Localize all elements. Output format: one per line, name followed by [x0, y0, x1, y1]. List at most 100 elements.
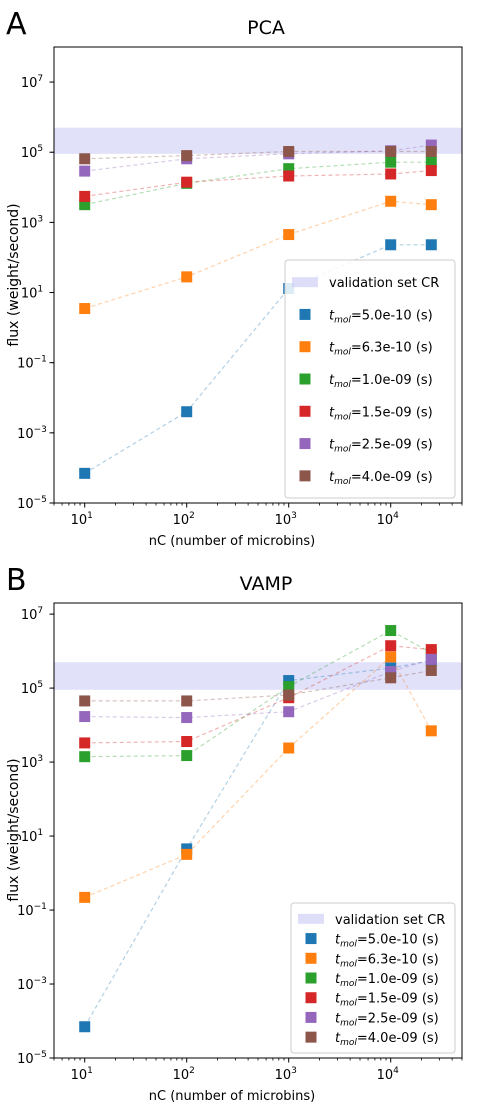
y-tick-label: 105 [21, 680, 43, 697]
data-point-s3-p1 [181, 736, 193, 748]
y-tick-label: 103 [21, 754, 43, 771]
legend-marker-4 [299, 438, 311, 450]
data-point-s5-p4 [425, 664, 437, 676]
x-tick-label-base: 10 [71, 513, 88, 528]
data-point-s0-p4 [425, 239, 437, 251]
y-tick-label-base: 10 [21, 830, 38, 845]
x-tick-label-base: 10 [377, 513, 394, 528]
legend-label-suffix: =5.0e-10 (s) [357, 933, 439, 948]
x-tick-label: 102 [173, 511, 195, 528]
legend-marker-3 [299, 405, 311, 417]
data-point-s1-p1 [181, 848, 193, 860]
legend-label-0: tmol=5.0e-10 (s) [335, 933, 439, 950]
y-tick-label-base: 10 [17, 904, 34, 919]
data-point-s3-p2 [283, 170, 295, 182]
x-tick-label-exp: 2 [189, 1066, 195, 1076]
series-line-2 [84, 161, 432, 206]
legend-label-symbol: t [329, 341, 335, 356]
data-point-s5-p1 [181, 695, 193, 707]
y-tick-label-base: 10 [17, 978, 34, 993]
data-point-s0-p2 [283, 675, 295, 687]
y-tick-label-exp: 3 [37, 754, 43, 764]
legend-label-subscript: mol [334, 348, 351, 358]
legend-label-suffix: =6.3e-10 (s) [357, 952, 439, 967]
data-point-s2-p1 [181, 750, 193, 762]
data-point-s0-p0 [79, 467, 91, 479]
x-tick-label-exp: 1 [87, 1066, 93, 1076]
data-point-s3-p3 [385, 168, 397, 180]
chart-title: VAMP [240, 573, 293, 595]
legend-label-symbol: t [329, 308, 335, 323]
legend-label-symbol: t [335, 1011, 341, 1026]
legend-label-4: tmol=2.5e-09 (s) [329, 438, 433, 455]
legend-label-suffix: =4.0e-09 (s) [357, 1031, 439, 1046]
x-tick-label-exp: 2 [189, 511, 195, 521]
legend-label-symbol: t [335, 972, 341, 987]
legend-label-subscript: mol [334, 412, 351, 422]
legend-label-2: tmol=1.0e-09 (s) [329, 373, 433, 390]
y-tick-label-base: 10 [21, 76, 38, 91]
legend-marker-5 [305, 1031, 317, 1043]
data-point-s0-p1 [181, 406, 193, 418]
x-tick-label: 103 [275, 1066, 297, 1083]
legend-label-subscript: mol [340, 1038, 357, 1048]
y-tick-label: 10−3 [17, 425, 47, 442]
y-tick-label: 10−1 [17, 355, 47, 372]
x-tick-label-exp: 3 [291, 1066, 297, 1076]
legend-label-suffix: =2.5e-09 (s) [351, 438, 433, 453]
y-tick-label-base: 10 [21, 682, 38, 697]
legend-marker-0 [305, 933, 317, 945]
data-point-s1-p1 [181, 271, 193, 283]
x-tick-label: 103 [275, 511, 297, 528]
x-tick-label-exp: 3 [291, 511, 297, 521]
legend-label-symbol: t [335, 933, 341, 948]
legend-box [290, 902, 456, 1054]
data-point-s2-p2 [283, 163, 295, 175]
y-tick-label: 10−3 [17, 976, 47, 993]
legend-label-subscript: mol [340, 979, 357, 989]
legend-label-suffix: =4.0e-09 (s) [351, 470, 433, 485]
y-tick-label-exp: 5 [37, 680, 43, 690]
panel-letter: B [6, 563, 27, 598]
legend-label-subscript: mol [334, 315, 351, 325]
y-tick-label: 101 [21, 828, 43, 845]
legend-label-suffix: =1.0e-09 (s) [357, 972, 439, 987]
y-tick-label: 107 [21, 606, 43, 623]
y-tick-label-base: 10 [17, 497, 34, 512]
legend-label-suffix: =1.0e-09 (s) [351, 373, 433, 388]
legend-label-2: tmol=1.0e-09 (s) [335, 972, 439, 989]
y-tick-label: 10−5 [17, 1050, 47, 1067]
data-point-s4-p3 [385, 666, 397, 678]
data-point-s4-p4 [425, 139, 437, 151]
legend-label-symbol: t [335, 992, 341, 1007]
data-point-s5-p3 [385, 145, 397, 157]
data-point-s1-p0 [79, 303, 91, 315]
y-tick-label: 103 [21, 214, 43, 231]
x-tick-label-base: 10 [173, 513, 190, 528]
legend-band-label: validation set CR [335, 913, 445, 928]
legend-label-symbol: t [329, 470, 335, 485]
data-point-s5-p2 [283, 145, 295, 157]
x-axis-label: nC (number of microbins) [149, 1089, 315, 1104]
y-tick-label-exp: −3 [34, 425, 47, 435]
legend-label-symbol: t [329, 373, 335, 388]
legend-label-subscript: mol [340, 999, 357, 1009]
y-tick-label: 101 [21, 285, 43, 302]
data-point-s4-p4 [425, 653, 437, 665]
data-point-s1-p2 [283, 229, 295, 241]
legend-label-suffix: =1.5e-09 (s) [357, 992, 439, 1007]
legend-label-0: tmol=5.0e-10 (s) [329, 308, 433, 325]
y-tick-label-exp: 7 [37, 606, 43, 616]
y-tick-label-base: 10 [17, 1052, 34, 1067]
legend-marker-1 [299, 341, 311, 353]
y-tick-label: 10−5 [17, 495, 47, 512]
data-point-s5-p3 [385, 672, 397, 684]
x-tick-label-base: 10 [377, 1068, 394, 1083]
legend-label-subscript: mol [334, 477, 351, 487]
legend-band-label: validation set CR [329, 276, 439, 291]
x-tick-label-base: 10 [173, 1068, 190, 1083]
y-tick-label-exp: 7 [37, 74, 43, 84]
